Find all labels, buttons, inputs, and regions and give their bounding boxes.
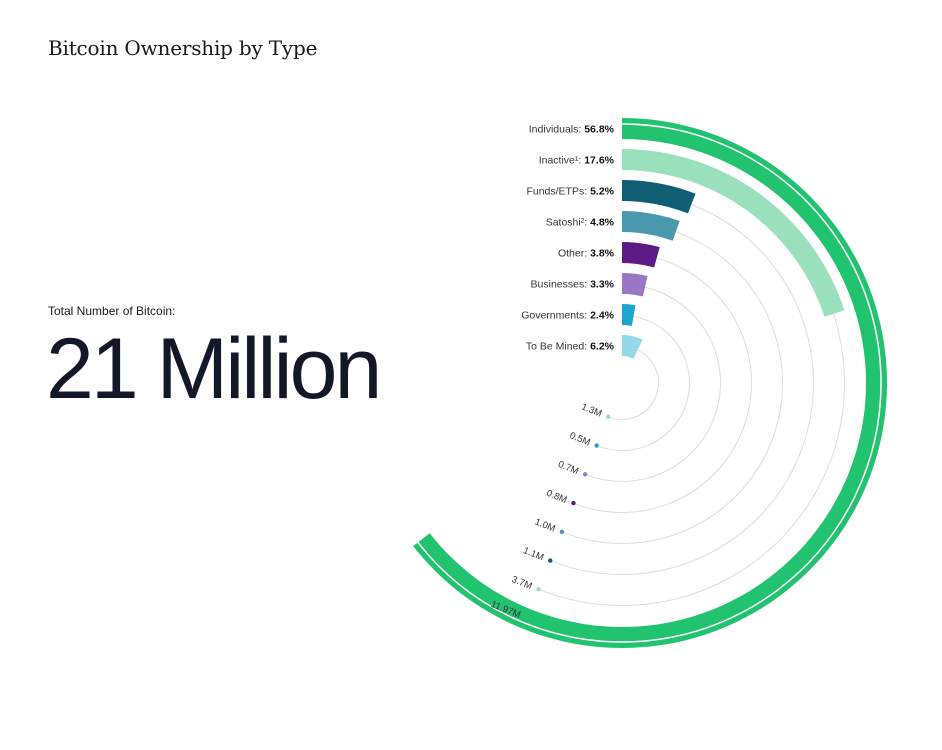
amount-label-businesses: 0.7M [556, 459, 580, 477]
guide-ring-businesses [584, 284, 721, 482]
amount-label-other: 0.8M [545, 488, 569, 506]
amount-dot-satoshi [559, 529, 565, 535]
chart-title: Bitcoin Ownership by Type [48, 36, 318, 60]
amount-label-governments: 0.5M [568, 430, 592, 448]
bar-separator-individuals [417, 123, 882, 643]
category-label-other: Other: 3.8% [558, 248, 615, 260]
amount-dot-to-be-mined [606, 414, 611, 420]
amount-label-satoshi: 1.0M [533, 516, 557, 534]
category-label-to-be-mined: To Be Mined: 6.2% [526, 341, 615, 353]
category-label-inactive: Inactive¹: 17.6% [539, 155, 615, 167]
amount-dot-governments [594, 443, 599, 448]
bar-governments [622, 304, 636, 326]
total-label: Total Number of Bitcoin: [48, 304, 176, 318]
guide-ring-individuals [526, 129, 876, 637]
category-label-individuals: Individuals: 56.8% [529, 124, 615, 136]
guide-ring-satoshi [561, 222, 783, 544]
radial-bars [413, 118, 888, 648]
category-label-satoshi: Satoshi²: 4.8% [546, 217, 615, 229]
amount-dot-inactive [536, 587, 541, 592]
bar-to-be-mined [622, 335, 643, 359]
category-label-funds-etps: Funds/ETPs: 5.2% [526, 186, 614, 198]
guide-ring-other [573, 253, 752, 513]
guide-ring-to-be-mined [608, 346, 659, 420]
guide-ring-funds-etps [550, 191, 814, 575]
category-label-governments: Governments: 2.4% [521, 310, 614, 322]
category-label-businesses: Businesses: 3.3% [531, 279, 615, 291]
amount-dot-businesses [582, 472, 588, 477]
bar-funds-etps [622, 180, 696, 214]
guide-ring-governments [596, 315, 690, 451]
bar-inactive [622, 149, 845, 317]
category-labels: Individuals: 56.8% Inactive¹: 17.6% Funds/… [521, 124, 614, 353]
guide-rings [526, 129, 876, 637]
bar-satoshi [622, 211, 680, 241]
bar-other [622, 242, 660, 268]
bar-businesses [622, 273, 648, 297]
amount-dot-funds-etps [548, 558, 553, 563]
total-value: 21 Million [46, 321, 382, 417]
amount-dot-other [571, 500, 576, 506]
amount-label-to-be-mined: 1.3M [580, 402, 604, 420]
amount-label-funds-etps: 1.1M [522, 545, 546, 563]
amount-label-inactive: 3.7M [510, 574, 534, 592]
